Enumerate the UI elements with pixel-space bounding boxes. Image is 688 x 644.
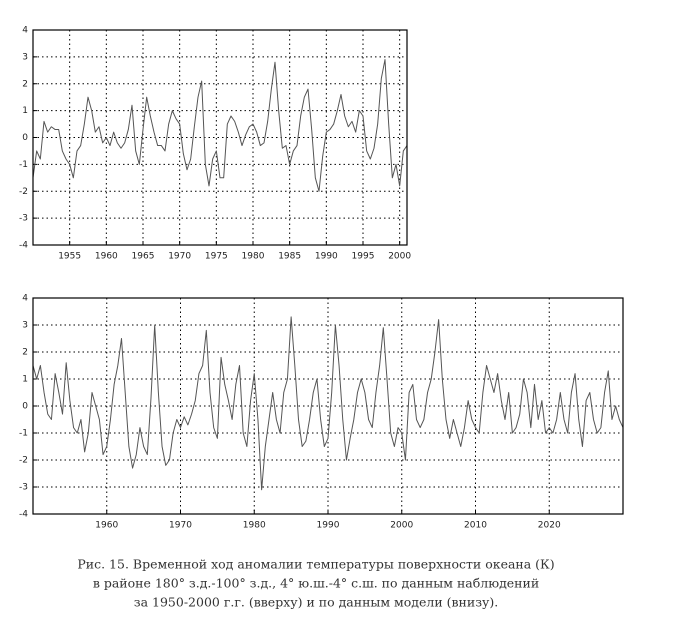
y-tick-label: 1 [22, 375, 28, 385]
x-tick-label: 1975 [205, 252, 228, 262]
y-tick-label: -3 [19, 214, 28, 224]
y-tick-label: -1 [19, 429, 28, 439]
y-tick-label: 2 [22, 79, 28, 89]
caption-line: Рис. 15. Временной ход аномалии температ… [77, 557, 554, 572]
y-tick-label: -3 [19, 483, 28, 493]
data-line [32, 316, 624, 491]
y-tick-label: 0 [22, 402, 28, 412]
y-tick-label: -1 [19, 160, 28, 170]
x-tick-label: 1980 [243, 521, 266, 531]
data-line [32, 59, 408, 192]
y-tick-label: -4 [19, 510, 28, 520]
y-tick-label: 1 [22, 106, 28, 116]
y-tick-label: 3 [22, 52, 28, 62]
y-tick-label: -4 [19, 241, 28, 251]
x-tick-label: 1970 [169, 521, 192, 531]
x-tick-label: 2000 [390, 521, 413, 531]
y-tick-label: -2 [19, 456, 28, 466]
x-tick-label: 1990 [315, 252, 338, 262]
plot-frame [32, 29, 408, 246]
y-tick-label: 0 [22, 133, 28, 143]
x-tick-label: 2000 [388, 252, 411, 262]
caption-line: в районе 180° з.д.-100° з.д., 4° ю.ш.-4°… [93, 576, 539, 591]
x-tick-label: 1980 [242, 252, 265, 262]
x-tick-label: 1955 [58, 252, 81, 262]
caption-line: за 1950-2000 г.г. (вверху) и по данным м… [134, 595, 498, 610]
y-tick-label: -2 [19, 187, 28, 197]
y-tick-label: 3 [22, 321, 28, 331]
x-tick-label: 1960 [95, 252, 118, 262]
y-tick-label: 4 [22, 294, 28, 304]
x-tick-label: 1965 [132, 252, 155, 262]
plot-frame [32, 297, 624, 515]
y-tick-label: 2 [22, 348, 28, 358]
x-tick-label: 1995 [352, 252, 375, 262]
x-tick-label: 1970 [168, 252, 191, 262]
x-tick-label: 2010 [464, 521, 487, 531]
y-tick-label: 4 [22, 26, 28, 36]
x-tick-label: 2020 [538, 521, 561, 531]
x-tick-label: 1960 [95, 521, 118, 531]
x-tick-label: 1990 [317, 521, 340, 531]
x-tick-label: 1985 [278, 252, 301, 262]
